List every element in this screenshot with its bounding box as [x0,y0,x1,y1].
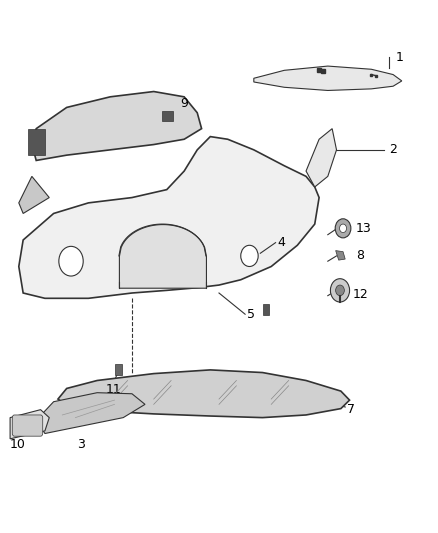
Polygon shape [36,393,145,433]
Polygon shape [19,176,49,214]
Text: 8: 8 [356,249,364,262]
Text: 2: 2 [389,143,397,156]
Polygon shape [58,370,350,418]
Circle shape [241,245,258,266]
Polygon shape [19,136,319,298]
Text: 3: 3 [78,438,85,450]
Bar [162,111,173,120]
Text: 11: 11 [106,383,122,396]
Text: 9: 9 [180,96,188,110]
Polygon shape [32,92,201,160]
Polygon shape [10,410,49,439]
Circle shape [330,279,350,302]
Bar [28,128,45,155]
Text: 5: 5 [247,308,255,321]
Bar [262,304,269,316]
Text: 12: 12 [353,288,369,301]
Circle shape [339,224,346,232]
Circle shape [336,285,344,296]
Text: 4: 4 [278,236,286,249]
Polygon shape [306,128,336,187]
Circle shape [59,246,83,276]
Circle shape [335,219,351,238]
FancyBboxPatch shape [12,415,43,436]
Text: 7: 7 [347,403,355,416]
Text: 10: 10 [10,438,26,450]
Polygon shape [336,251,345,260]
Polygon shape [254,66,402,91]
Bar [115,364,122,375]
Text: 13: 13 [356,222,372,235]
Text: 1: 1 [395,51,403,63]
